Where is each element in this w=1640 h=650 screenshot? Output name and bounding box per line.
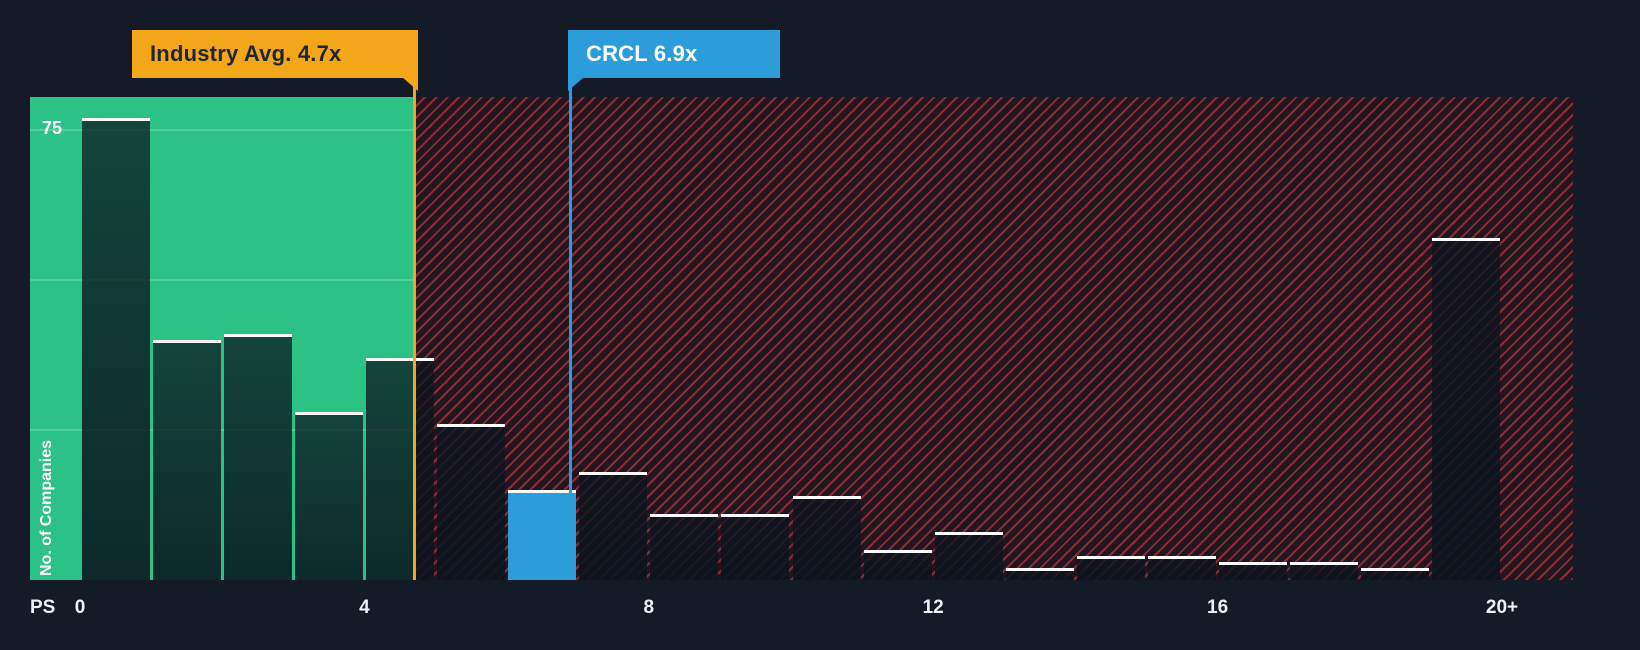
x-tick-20+: 20+	[1485, 597, 1519, 618]
x-tick-16: 16	[1207, 597, 1229, 618]
gridline-50	[30, 279, 415, 281]
x-axis-unit-label: PS	[30, 597, 56, 618]
bar-15-16[interactable]	[1148, 556, 1217, 580]
bar-16-17[interactable]	[1219, 562, 1288, 580]
bar-7-8[interactable]	[579, 472, 648, 580]
y-axis-title: No. of Companies	[38, 439, 55, 576]
gridline-75	[30, 129, 415, 131]
bar-crcl[interactable]	[508, 490, 577, 580]
crcl-marker-line	[569, 78, 573, 580]
x-tick-0: 0	[74, 597, 86, 618]
crcl-callout-label: CRCL 6.9x	[586, 41, 698, 66]
bar-0-1[interactable]	[81, 118, 150, 580]
bar-20+[interactable]	[1432, 238, 1501, 580]
bar-2-3[interactable]	[223, 334, 292, 580]
bar-3-4[interactable]	[294, 412, 363, 580]
bar-9-10[interactable]	[721, 514, 790, 580]
x-tick-8: 8	[643, 597, 655, 618]
bar-5-6[interactable]	[437, 424, 506, 580]
y-axis-tick-label: 75	[42, 118, 63, 138]
bar-18-19[interactable]	[1361, 568, 1430, 580]
x-tick-12: 12	[922, 597, 944, 618]
bar-1-2[interactable]	[152, 340, 221, 580]
industry-avg-callout: Industry Avg. 4.7x	[132, 30, 418, 91]
bar-12-13[interactable]	[934, 532, 1003, 580]
crcl-callout: CRCL 6.9x	[568, 30, 780, 91]
gridline-25	[30, 429, 415, 431]
industry-avg-callout-label: Industry Avg. 4.7x	[150, 41, 342, 66]
industry-avg-marker-line	[412, 78, 416, 580]
above-industry-avg-zone	[414, 97, 1573, 580]
bar-8-9[interactable]	[650, 514, 719, 580]
bar-17-18[interactable]	[1290, 562, 1359, 580]
bar-11-12[interactable]	[863, 550, 932, 580]
bar-13-14[interactable]	[1005, 568, 1074, 580]
bar-14-15[interactable]	[1076, 556, 1145, 580]
bar-4-5[interactable]	[365, 358, 434, 580]
bar-10-11[interactable]	[792, 496, 861, 580]
x-tick-4: 4	[359, 597, 370, 618]
